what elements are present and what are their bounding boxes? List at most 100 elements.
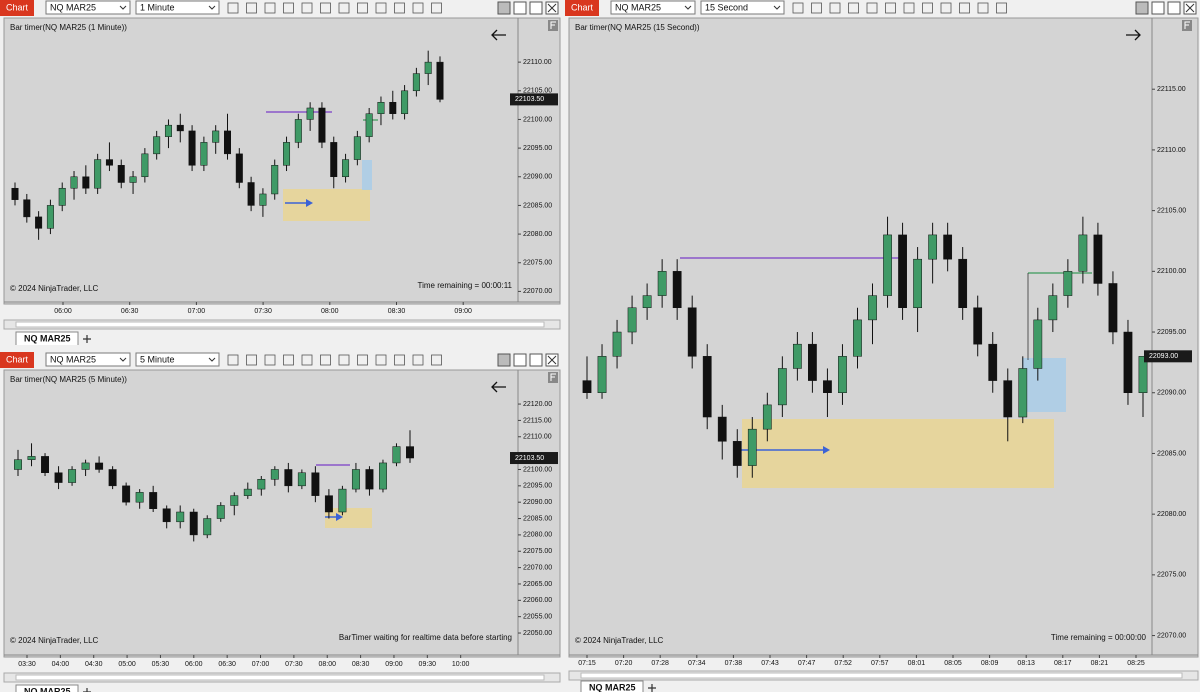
x-tick-label: 07:28 [651,660,669,667]
toolbar-icon[interactable] [320,2,331,14]
y-tick-label: 22080.00 [1157,511,1186,518]
x-tick-label: 07:43 [761,660,779,667]
instrument-tab-label: NQ MAR25 [24,686,71,692]
toolbar-icon[interactable] [227,2,239,14]
toolbar-icon[interactable] [264,354,276,366]
f-icon [550,21,556,29]
toolbar-icon[interactable] [412,2,424,14]
toolbar-icon[interactable] [811,2,822,14]
toolbar-icon[interactable] [283,354,294,366]
x-tick-label: 05:00 [118,661,136,668]
candle-body [141,153,149,178]
instrument-select[interactable] [610,0,696,15]
window-button[interactable] [529,1,543,15]
toolbar-icon[interactable] [903,2,915,14]
interval-label: 15 Second [705,2,748,12]
toolbar-icon[interactable] [959,2,970,14]
toolbar-icon[interactable] [301,2,313,14]
candle-body [883,234,892,296]
toolbar-icon[interactable] [320,354,331,366]
window-button[interactable] [513,1,527,15]
dropdown-chevron [208,357,216,362]
toolbar-icon[interactable] [301,354,313,366]
x-tick-label: 08:13 [1017,660,1035,667]
toolbar-icon[interactable] [338,354,350,366]
copyright: © 2024 NinjaTrader, LLC [10,284,99,293]
toolbar-icon[interactable] [792,2,804,14]
window-button[interactable] [1167,1,1181,15]
toolbar-icon[interactable] [394,2,405,14]
toolbar-icon[interactable] [940,2,952,14]
toolbar-icon[interactable] [866,2,878,14]
interval-select[interactable] [700,0,785,15]
y-tick-label: 22085.00 [523,515,552,522]
indicator-label: Bar timer(NQ MAR25 (5 Minute)) [10,375,127,384]
toolbar-icon[interactable] [357,354,368,366]
x-tick-label: 08:01 [908,660,926,667]
window-button[interactable] [513,353,527,367]
status-text: BarTimer waiting for realtime data befor… [339,633,512,642]
nav-arrow[interactable] [491,29,506,41]
toolbar-icon[interactable] [283,2,294,14]
window-button[interactable] [1151,1,1165,15]
toolbar-icon[interactable] [431,2,442,14]
instrument-select[interactable] [45,352,131,367]
toolbar-icon[interactable] [885,2,896,14]
status-text: Time remaining = 00:00:00 [1051,633,1147,642]
plus-icon [83,688,91,692]
toolbar-icon[interactable] [246,354,257,366]
instrument-tab[interactable] [580,680,644,692]
toolbar-icon[interactable] [338,2,350,14]
candle-body [377,101,385,114]
toolbar-icon[interactable] [357,2,368,14]
instrument-select[interactable] [45,0,131,15]
y-tick-label: 22075.00 [523,548,552,555]
scroll-thumb[interactable] [15,674,545,681]
interval-select[interactable] [135,352,220,367]
toolbar-icon[interactable] [829,2,841,14]
x-tick-label: 06:00 [54,308,72,315]
scroll-thumb[interactable] [15,321,545,328]
nav-arrow[interactable] [491,381,506,393]
x-tick-label: 07:30 [254,308,272,315]
candle-body [657,271,667,296]
chart-tab [0,352,34,368]
x-tick-label: 10:00 [452,661,470,668]
chart-tab-label: Chart [571,2,594,12]
toolbar-icon[interactable] [996,2,1007,14]
nav-arrow[interactable] [1126,29,1141,41]
x-tick-label: 08:00 [318,661,336,668]
toolbar-icon[interactable] [412,354,424,366]
x-tick-label: 07:00 [252,661,270,668]
window-button[interactable] [529,353,543,367]
window-button[interactable] [497,353,511,367]
instrument-tab[interactable] [15,331,79,345]
window-button[interactable] [1135,1,1149,15]
y-tick-label: 22095.00 [523,145,552,152]
scroll-thumb[interactable] [580,672,1183,679]
toolbar-icon[interactable] [227,354,239,366]
y-tick-label: 22100.00 [523,466,552,473]
candle-body [70,176,78,189]
x-tick-label: 07:15 [578,660,596,667]
toolbar-icon[interactable] [375,2,387,14]
toolbar-icon[interactable] [375,354,387,366]
toolbar-icon[interactable] [848,2,859,14]
y-tick-label: 22100.00 [523,116,552,123]
toolbar-icon[interactable] [394,354,405,366]
interval-select[interactable] [135,0,220,15]
y-tick-label: 22085.00 [1157,450,1186,457]
toolbar-icon[interactable] [922,2,933,14]
candle-body [612,331,622,357]
interval-label: 5 Minute [140,354,175,364]
toolbar-icon[interactable] [264,2,276,14]
instrument-tab[interactable] [15,684,79,692]
toolbar-icon[interactable] [977,2,989,14]
candle-body [230,495,239,506]
window-button[interactable] [497,1,511,15]
chart-tab-label: Chart [6,2,29,12]
y-tick-label: 22055.00 [523,614,552,621]
toolbar-icon[interactable] [431,354,442,366]
x-tick-label: 06:00 [185,661,203,668]
toolbar-icon[interactable] [246,2,257,14]
